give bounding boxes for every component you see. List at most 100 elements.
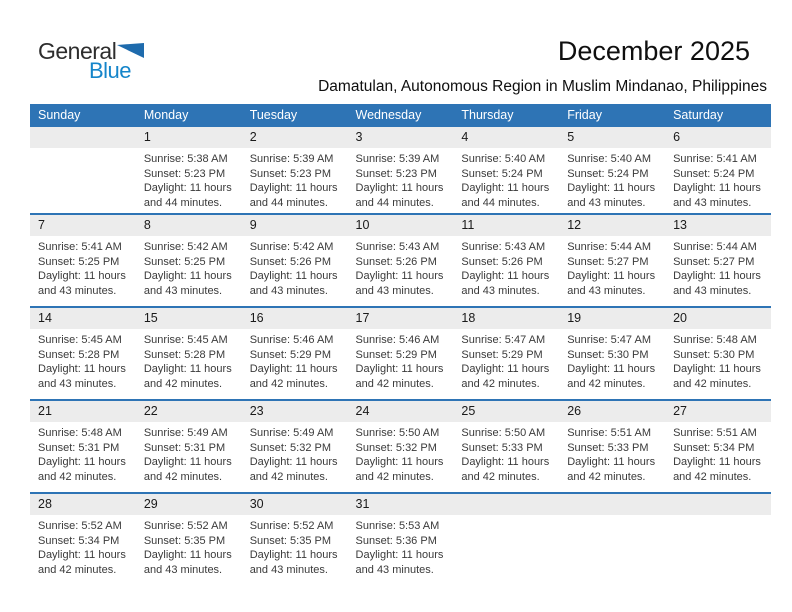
day-info: Sunrise: 5:47 AM Sunset: 5:30 PM Daylight:…	[559, 329, 665, 391]
day-cell-empty	[453, 493, 560, 577]
daylight-text: Daylight: 11 hours and 43 minutes.	[143, 270, 232, 297]
day-number: 31	[347, 494, 454, 515]
sunrise-text: Sunrise: 5:39 AM	[249, 153, 334, 165]
logo-text-general: General	[38, 38, 117, 64]
day-number: 22	[135, 401, 242, 422]
sunset-text: Sunset: 5:31 PM	[38, 441, 120, 454]
day-cell-empty	[665, 493, 771, 577]
day-number: 8	[135, 215, 242, 236]
day-number: 16	[241, 308, 348, 329]
day-info: Sunrise: 5:43 AM Sunset: 5:26 PM Daylight:…	[348, 236, 454, 298]
day-cell-21: 21 Sunrise: 5:48 AM Sunset: 5:31 PM Dayligh…	[30, 400, 136, 493]
daylight-text: Daylight: 11 hours and 43 minutes.	[567, 182, 656, 209]
daylight-text: Daylight: 11 hours and 43 minutes.	[461, 270, 550, 297]
weekday-header-friday: Friday	[567, 107, 602, 122]
day-cell-12: 12 Sunrise: 5:44 AM Sunset: 5:27 PM Dayligh…	[559, 214, 666, 307]
sunset-text: Sunset: 5:31 PM	[143, 441, 226, 454]
sunrise-text: Sunrise: 5:47 AM	[567, 334, 651, 346]
day-cell-1: 1 Sunrise: 5:38 AM Sunset: 5:23 PM Daylight…	[135, 126, 242, 214]
sunrise-text: Sunrise: 5:40 AM	[461, 153, 546, 165]
day-number: 19	[559, 308, 666, 329]
daylight-text: Daylight: 11 hours and 42 minutes.	[38, 456, 126, 483]
day-number: 30	[241, 494, 348, 515]
day-cell-19: 19 Sunrise: 5:47 AM Sunset: 5:30 PM Dayligh…	[559, 307, 666, 400]
day-info: Sunrise: 5:40 AM Sunset: 5:24 PM Daylight:…	[453, 148, 559, 210]
day-cell-30: 30 Sunrise: 5:52 AM Sunset: 5:35 PM Dayligh…	[241, 493, 348, 577]
day-number: 29	[135, 494, 242, 515]
day-cell-23: 23 Sunrise: 5:49 AM Sunset: 5:32 PM Dayligh…	[241, 400, 348, 493]
sunset-text: Sunset: 5:26 PM	[249, 255, 332, 268]
sunrise-text: Sunrise: 5:42 AM	[143, 241, 228, 253]
day-info: Sunrise: 5:50 AM Sunset: 5:33 PM Daylight:…	[453, 422, 559, 484]
daylight-text: Daylight: 11 hours and 43 minutes.	[673, 270, 761, 297]
day-cell-17: 17 Sunrise: 5:46 AM Sunset: 5:29 PM Dayligh…	[347, 307, 454, 400]
day-cell-8: 8 Sunrise: 5:42 AM Sunset: 5:25 PM Daylight…	[135, 214, 242, 307]
daylight-text: Daylight: 11 hours and 42 minutes.	[249, 363, 338, 390]
day-cell-5: 5 Sunrise: 5:40 AM Sunset: 5:24 PM Daylight…	[559, 126, 666, 214]
sunrise-text: Sunrise: 5:51 AM	[673, 427, 757, 439]
day-number: 25	[453, 401, 560, 422]
daylight-text: Daylight: 11 hours and 43 minutes.	[249, 549, 338, 576]
day-cell-7: 7 Sunrise: 5:41 AM Sunset: 5:25 PM Daylight…	[30, 214, 136, 307]
day-info: Sunrise: 5:53 AM Sunset: 5:36 PM Daylight:…	[348, 515, 454, 577]
day-info: Sunrise: 5:51 AM Sunset: 5:34 PM Daylight:…	[665, 422, 771, 484]
sunset-text: Sunset: 5:34 PM	[38, 534, 120, 547]
day-number: 5	[559, 127, 666, 148]
day-info: Sunrise: 5:41 AM Sunset: 5:25 PM Daylight:…	[30, 236, 136, 298]
daylight-text: Daylight: 11 hours and 43 minutes.	[143, 549, 232, 576]
general-blue-logo: General Blue	[38, 38, 145, 83]
day-info: Sunrise: 5:45 AM Sunset: 5:28 PM Daylight:…	[136, 329, 242, 391]
day-cell-empty	[30, 126, 136, 214]
day-number: 1	[135, 127, 242, 148]
day-cell-4: 4 Sunrise: 5:40 AM Sunset: 5:24 PM Daylight…	[453, 126, 560, 214]
day-cell-10: 10 Sunrise: 5:43 AM Sunset: 5:26 PM Dayligh…	[347, 214, 454, 307]
daylight-text: Daylight: 11 hours and 42 minutes.	[355, 363, 444, 390]
week-row-2: 7 Sunrise: 5:41 AM Sunset: 5:25 PM Daylight…	[30, 214, 771, 307]
daylight-text: Daylight: 11 hours and 44 minutes.	[143, 182, 232, 209]
weekday-header-tuesday: Tuesday	[249, 107, 298, 122]
weekday-header-thursday: Thursday	[461, 107, 514, 122]
sunset-text: Sunset: 5:34 PM	[673, 441, 755, 454]
daylight-text: Daylight: 11 hours and 44 minutes.	[355, 182, 444, 209]
sunset-text: Sunset: 5:36 PM	[355, 534, 437, 547]
week-row-1: 1 Sunrise: 5:38 AM Sunset: 5:23 PM Daylight…	[30, 126, 771, 214]
day-number: 7	[30, 215, 136, 236]
day-info: Sunrise: 5:44 AM Sunset: 5:27 PM Daylight:…	[559, 236, 665, 298]
daylight-text: Daylight: 11 hours and 42 minutes.	[673, 363, 761, 390]
day-info: Sunrise: 5:40 AM Sunset: 5:24 PM Daylight:…	[559, 148, 665, 210]
daylight-text: Daylight: 11 hours and 42 minutes.	[355, 456, 444, 483]
sunrise-text: Sunrise: 5:49 AM	[249, 427, 334, 439]
sunrise-text: Sunrise: 5:45 AM	[143, 334, 228, 346]
day-info: Sunrise: 5:52 AM Sunset: 5:35 PM Daylight:…	[242, 515, 348, 577]
calendar-body: 1 Sunrise: 5:38 AM Sunset: 5:23 PM Daylight…	[30, 126, 771, 577]
sunset-text: Sunset: 5:24 PM	[461, 167, 543, 180]
sunrise-text: Sunrise: 5:42 AM	[249, 241, 334, 253]
sunset-text: Sunset: 5:29 PM	[461, 348, 543, 361]
week-row-4: 21 Sunrise: 5:48 AM Sunset: 5:31 PM Dayligh…	[30, 400, 771, 493]
sunset-text: Sunset: 5:30 PM	[673, 348, 755, 361]
day-number: 24	[347, 401, 454, 422]
sunset-text: Sunset: 5:25 PM	[143, 255, 226, 268]
day-info: Sunrise: 5:52 AM Sunset: 5:35 PM Daylight:…	[136, 515, 242, 577]
day-info: Sunrise: 5:48 AM Sunset: 5:31 PM Daylight:…	[30, 422, 136, 484]
sunrise-text: Sunrise: 5:52 AM	[38, 520, 122, 532]
day-number: 11	[453, 215, 560, 236]
daylight-text: Daylight: 11 hours and 43 minutes.	[567, 270, 656, 297]
sunrise-text: Sunrise: 5:40 AM	[567, 153, 651, 165]
weekday-header-saturday: Saturday	[673, 107, 724, 122]
week-row-3: 14 Sunrise: 5:45 AM Sunset: 5:28 PM Dayligh…	[30, 307, 771, 400]
daylight-text: Daylight: 11 hours and 43 minutes.	[673, 182, 761, 209]
sunrise-text: Sunrise: 5:46 AM	[355, 334, 440, 346]
location-subtitle: Damatulan, Autonomous Region in Muslim M…	[318, 78, 767, 95]
sunset-text: Sunset: 5:30 PM	[567, 348, 649, 361]
day-cell-3: 3 Sunrise: 5:39 AM Sunset: 5:23 PM Daylight…	[347, 126, 454, 214]
calendar: Sunday Monday Tuesday Wednesday Thursday Frid…	[30, 104, 771, 577]
sunrise-text: Sunrise: 5:38 AM	[143, 153, 228, 165]
day-cell-28: 28 Sunrise: 5:52 AM Sunset: 5:34 PM Dayligh…	[30, 493, 136, 577]
sunset-text: Sunset: 5:35 PM	[143, 534, 226, 547]
logo-text-blue: Blue	[89, 58, 132, 83]
day-cell-20: 20 Sunrise: 5:48 AM Sunset: 5:30 PM Dayligh…	[665, 307, 771, 400]
day-number: 14	[30, 308, 136, 329]
sunrise-text: Sunrise: 5:50 AM	[355, 427, 440, 439]
day-number	[559, 494, 666, 515]
